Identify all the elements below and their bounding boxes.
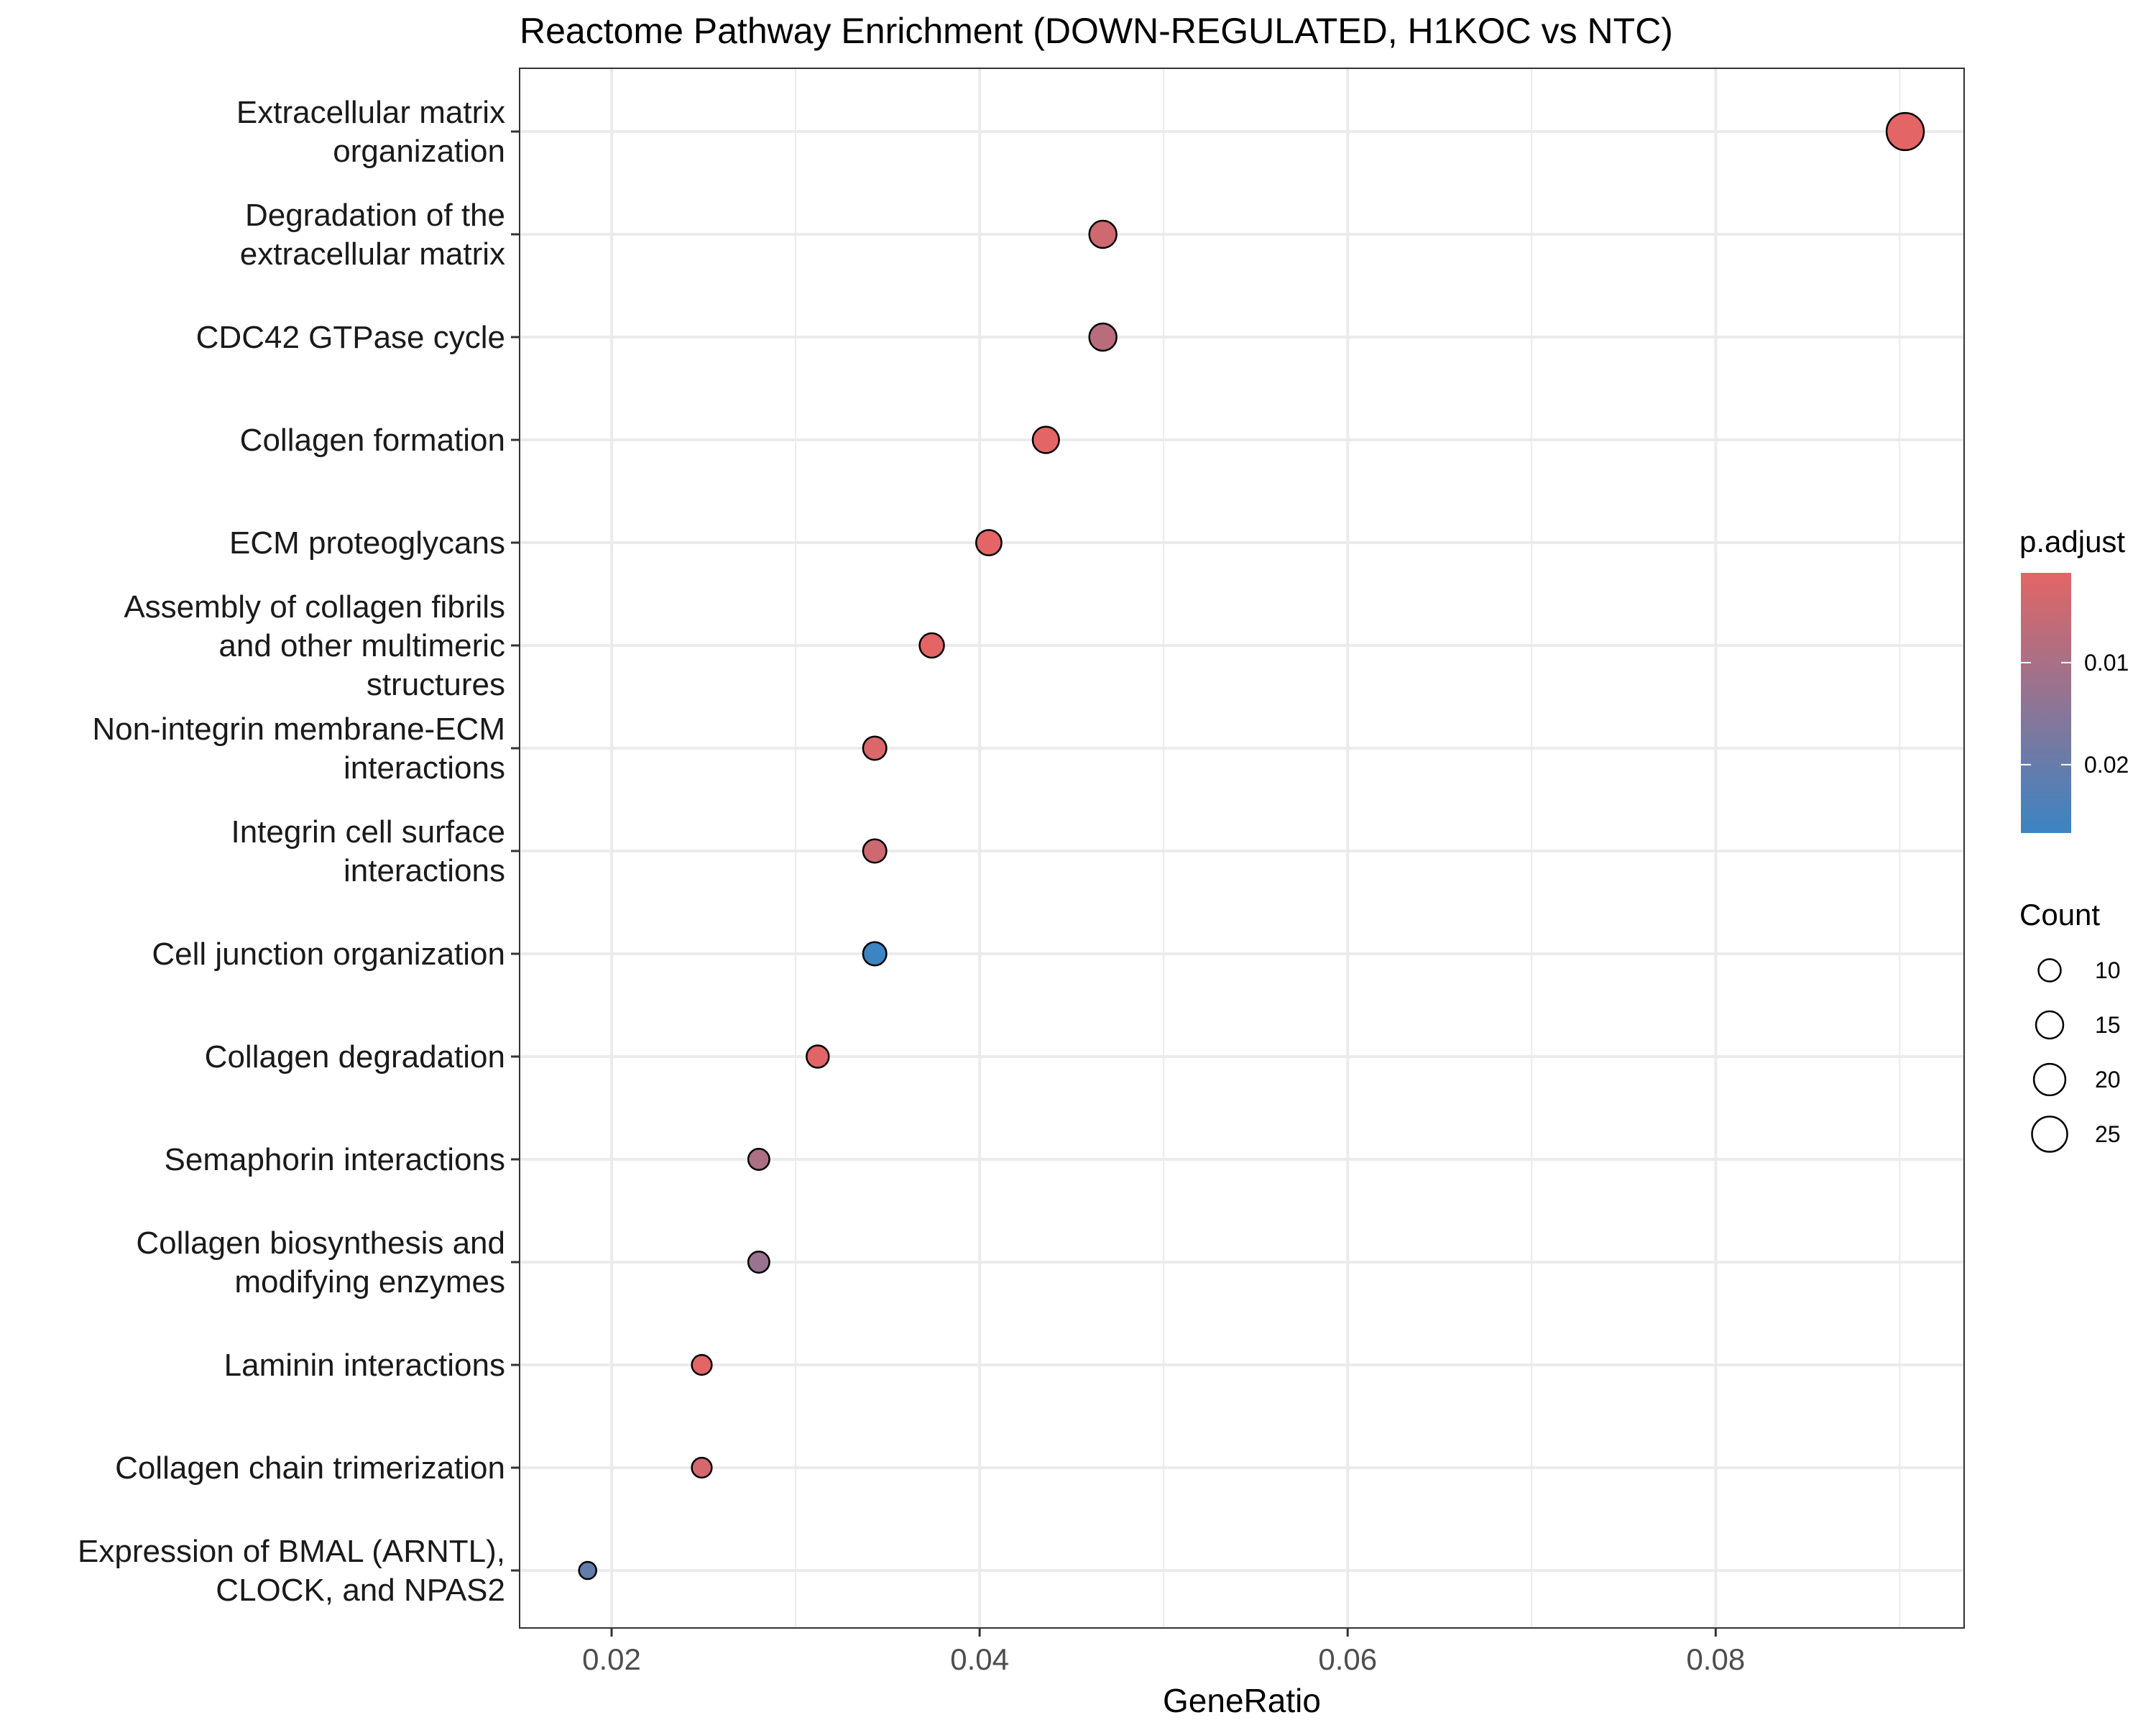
size-legend-label: 20 (2095, 1067, 2121, 1092)
size-legend: Count 10 15 20 25 (2019, 898, 2121, 1153)
y-tick-label: Assembly of collagen fibrils and other mu… (124, 589, 505, 702)
y-tick-label-line: Collagen chain trimerization (115, 1450, 505, 1486)
y-axis: Extracellular matrix organization Degradat… (78, 95, 520, 1608)
y-tick-label-line: Laminin interactions (224, 1348, 505, 1383)
y-tick-label-line: Assembly of collagen fibrils (124, 589, 505, 625)
y-tick-label: Collagen formation (240, 423, 505, 458)
y-tick-label-line: modifying enzymes (234, 1264, 505, 1300)
data-point (862, 735, 888, 761)
y-tick-label: Collagen degradation (205, 1039, 505, 1075)
y-tick-label-line: interactions (344, 853, 505, 888)
y-tick-label: Laminin interactions (224, 1348, 505, 1383)
x-tick-label: 0.04 (950, 1642, 1009, 1676)
data-point (747, 1148, 770, 1171)
size-legend-keys: 10 15 20 25 (2031, 957, 2121, 1153)
y-tick-label-line: CDC42 GTPase cycle (196, 320, 505, 355)
y-tick-label: Degradation of the extracellular matrix (240, 198, 505, 272)
y-tick-label-line: Integrin cell surface (231, 814, 505, 850)
y-tick-label-line: Collagen degradation (205, 1039, 505, 1075)
data-point (578, 1560, 597, 1581)
color-tick-label: 0.02 (2084, 752, 2129, 778)
y-tick-label-line: Cell junction organization (152, 937, 505, 972)
plot-panel (519, 68, 1965, 1629)
data-point (918, 632, 945, 659)
grid-minor (795, 68, 1901, 1628)
data-point (1088, 322, 1118, 352)
y-tick-label-line: Degradation of the (245, 198, 505, 233)
data-point (691, 1456, 713, 1479)
size-legend-circle (2035, 1010, 2065, 1040)
y-tick-label: Expression of BMAL (ARNTL), CLOCK, and NP… (78, 1534, 505, 1608)
y-tick-label-line: and other multimeric (218, 628, 505, 663)
size-legend-circle (2037, 958, 2062, 983)
y-tick-label: CDC42 GTPase cycle (196, 320, 505, 355)
chart-title: Reactome Pathway Enrichment (DOWN-REGULA… (520, 11, 1673, 51)
color-legend-title: p.adjust (2019, 525, 2125, 558)
x-tick-label: 0.02 (582, 1642, 641, 1676)
y-tick-label-line: Collagen formation (240, 423, 505, 458)
y-tick-label-line: Expression of BMAL (ARNTL), (78, 1534, 505, 1569)
data-point (1088, 219, 1118, 249)
data-point (975, 529, 1003, 556)
grid-major (520, 68, 1964, 1628)
data-point (1031, 426, 1060, 454)
color-legend: p.adjust 0.01 0.02 (2019, 525, 2129, 833)
y-tick-label-line: Extracellular matrix (236, 95, 505, 130)
size-legend-title: Count (2019, 898, 2100, 932)
data-point (691, 1353, 713, 1376)
y-tick-label-line: Collagen biosynthesis and (136, 1225, 505, 1261)
data-point (862, 838, 888, 864)
y-tick-label-line: interactions (344, 750, 505, 786)
color-tick-label: 0.01 (2084, 650, 2129, 676)
x-axis: 0.02 0.04 0.06 0.08 (582, 1628, 1745, 1676)
size-legend-circle (2032, 1062, 2067, 1097)
x-tick-label: 0.08 (1686, 1642, 1745, 1676)
y-tick-label-line: extracellular matrix (240, 236, 505, 272)
y-tick-label: Cell junction organization (152, 937, 505, 972)
x-axis-title: GeneRatio (1163, 1682, 1321, 1719)
y-tick-label-line: ECM proteoglycans (229, 525, 505, 561)
color-legend-ticks: 0.01 0.02 (2021, 650, 2129, 778)
y-tick-label: ECM proteoglycans (229, 525, 505, 561)
y-tick-label: Non-integrin membrane-ECM interactions (92, 712, 505, 786)
data-points (578, 111, 1925, 1581)
y-tick-label: Semaphorin interactions (165, 1142, 505, 1177)
data-point (806, 1044, 830, 1069)
y-tick-label-line: structures (367, 667, 505, 702)
y-tick-label-line: CLOCK, and NPAS2 (216, 1573, 505, 1608)
data-point (747, 1251, 770, 1274)
size-legend-circle (2031, 1116, 2068, 1153)
size-legend-label: 15 (2095, 1012, 2121, 1038)
y-tick-label-line: Semaphorin interactions (165, 1142, 505, 1177)
y-tick-label-line: organization (333, 134, 505, 169)
x-tick-label: 0.06 (1318, 1642, 1377, 1676)
y-tick-label: Extracellular matrix organization (236, 95, 505, 169)
y-tick-label: Collagen chain trimerization (115, 1450, 505, 1486)
data-point (1885, 111, 1925, 152)
size-legend-label: 25 (2095, 1121, 2121, 1147)
data-point (862, 941, 888, 967)
y-tick-label-line: Non-integrin membrane-ECM (92, 712, 505, 747)
y-tick-label: Integrin cell surface interactions (231, 814, 505, 888)
color-legend-bar (2021, 573, 2071, 833)
panel-border (519, 68, 1965, 1629)
y-tick-label: Collagen biosynthesis and modifying enzym… (136, 1225, 505, 1300)
size-legend-label: 10 (2095, 957, 2121, 983)
